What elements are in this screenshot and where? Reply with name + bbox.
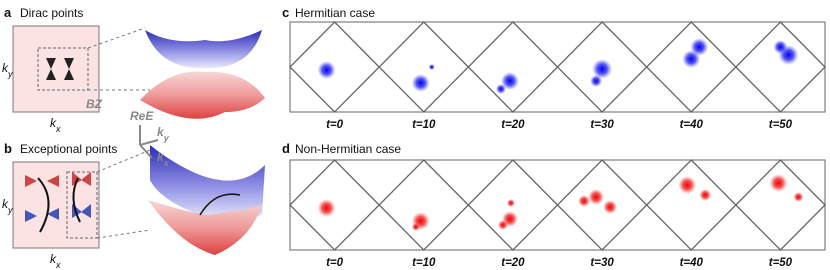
sub: x [55,260,61,270]
time-label: t=10 [412,119,436,131]
k: k [157,125,165,139]
panel-title: Hermitian case [295,6,375,20]
density-blob [590,75,603,87]
density-blob [793,192,804,202]
density-blob [428,64,435,70]
density-blob [411,74,430,92]
density-blob [500,72,519,90]
panel-label: c [282,5,289,20]
panel-label: d [282,141,290,156]
density-blob [699,189,712,201]
time-label: t=0 [326,257,344,269]
density-blob [588,189,605,205]
zoom-box [66,171,98,239]
density-blob [603,200,618,214]
bz-box [12,161,100,249]
zoom-lines [87,27,150,91]
k: k [157,150,165,164]
sub: y [7,69,13,79]
panel-label: b [4,141,12,156]
diamond [467,21,559,113]
k: k [50,252,57,266]
density-blob [678,176,697,194]
sub: x [55,124,61,134]
axes-3d [139,125,159,159]
dirac-cones [46,58,74,80]
time-label: t=50 [769,119,793,131]
axis-label: ky [2,197,13,215]
density-blob [773,40,788,54]
axis-label: kx [157,150,170,168]
time-label: t=20 [501,119,525,131]
panel-title: Dirac points [20,6,83,20]
panel-title: Non-Hermitian case [295,142,401,156]
panel-title: Exceptional points [20,142,117,156]
k: k [50,116,57,130]
arc [199,193,241,216]
time-label: t=40 [680,119,704,131]
time-label: t=20 [501,257,525,269]
left-panels: a Dirac points BZ ky kx b Exceptional po… [2,5,265,270]
diamond [378,159,470,251]
diamond [645,159,737,251]
density-blob [682,50,701,68]
time-label: t=10 [412,257,436,269]
zoom-lines [96,149,151,239]
density-blob [317,199,336,217]
panel-label: a [4,5,12,20]
diamond [378,21,470,113]
lower-band [148,200,262,255]
diamond [556,159,648,251]
arcs [37,177,81,233]
axis-label: ReE [130,109,154,123]
density-blob [592,59,613,79]
bz-label: BZ [86,97,103,111]
sub: y [7,205,13,215]
diamond [734,21,826,113]
time-label: t=0 [326,119,344,131]
density-blob [317,61,336,79]
time-label: t=30 [590,119,614,131]
density-blob [411,223,420,231]
diamond [734,159,826,251]
density-blob [497,220,508,230]
axis-label: kx [50,116,61,134]
upper-band [145,30,262,69]
k: k [2,197,9,211]
bz-box [12,25,100,113]
lower-band [140,71,265,119]
upper-band [150,145,265,220]
density-blob [769,174,788,192]
density-blob [506,199,515,207]
density-blob [495,84,506,94]
axis-label: ky [157,125,170,143]
k: k [2,61,9,75]
axis-label: ky [2,61,13,79]
density-blob [578,195,591,207]
axis-label: kx [50,252,61,270]
sub: y [163,133,170,143]
ep-cones [25,172,91,187]
time-label: t=30 [590,257,614,269]
time-label: t=50 [769,257,793,269]
sub: x [163,158,170,168]
zoom-box [37,47,89,91]
time-label: t=40 [680,257,704,269]
